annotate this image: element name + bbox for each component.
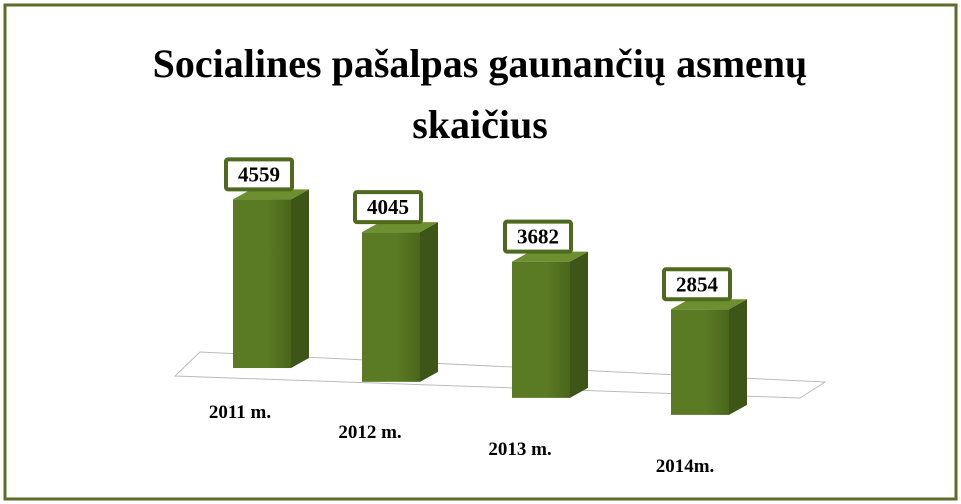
chart-title: Socialines pašalpas gaunančių asmenų skai… <box>153 41 808 147</box>
bar <box>362 232 420 382</box>
value-label: 2854 <box>676 272 719 296</box>
value-label-box <box>662 267 732 302</box>
value-label-box <box>503 219 573 254</box>
value-label-box <box>353 190 423 225</box>
bar <box>233 199 291 369</box>
bar-side <box>729 299 747 415</box>
bar <box>671 309 729 415</box>
bar-side <box>291 189 309 369</box>
bar-side <box>570 251 588 398</box>
value-label: 3682 <box>517 225 559 249</box>
bar <box>512 261 570 398</box>
bar-top <box>512 251 588 262</box>
value-label: 4559 <box>238 162 280 186</box>
bar-top <box>233 189 309 200</box>
x-tick-label: 2013 m. <box>488 439 551 460</box>
x-tick-label: 2012 m. <box>338 422 401 443</box>
value-label: 4045 <box>367 195 409 219</box>
x-tick-label: 2011 m. <box>209 402 271 423</box>
bar-side <box>420 222 438 382</box>
bar-top <box>671 299 747 310</box>
frame <box>3 3 958 501</box>
value-label-box <box>224 157 294 192</box>
bar-top <box>362 222 438 233</box>
floor <box>173 351 827 399</box>
x-tick-label: 2014m. <box>656 456 715 477</box>
